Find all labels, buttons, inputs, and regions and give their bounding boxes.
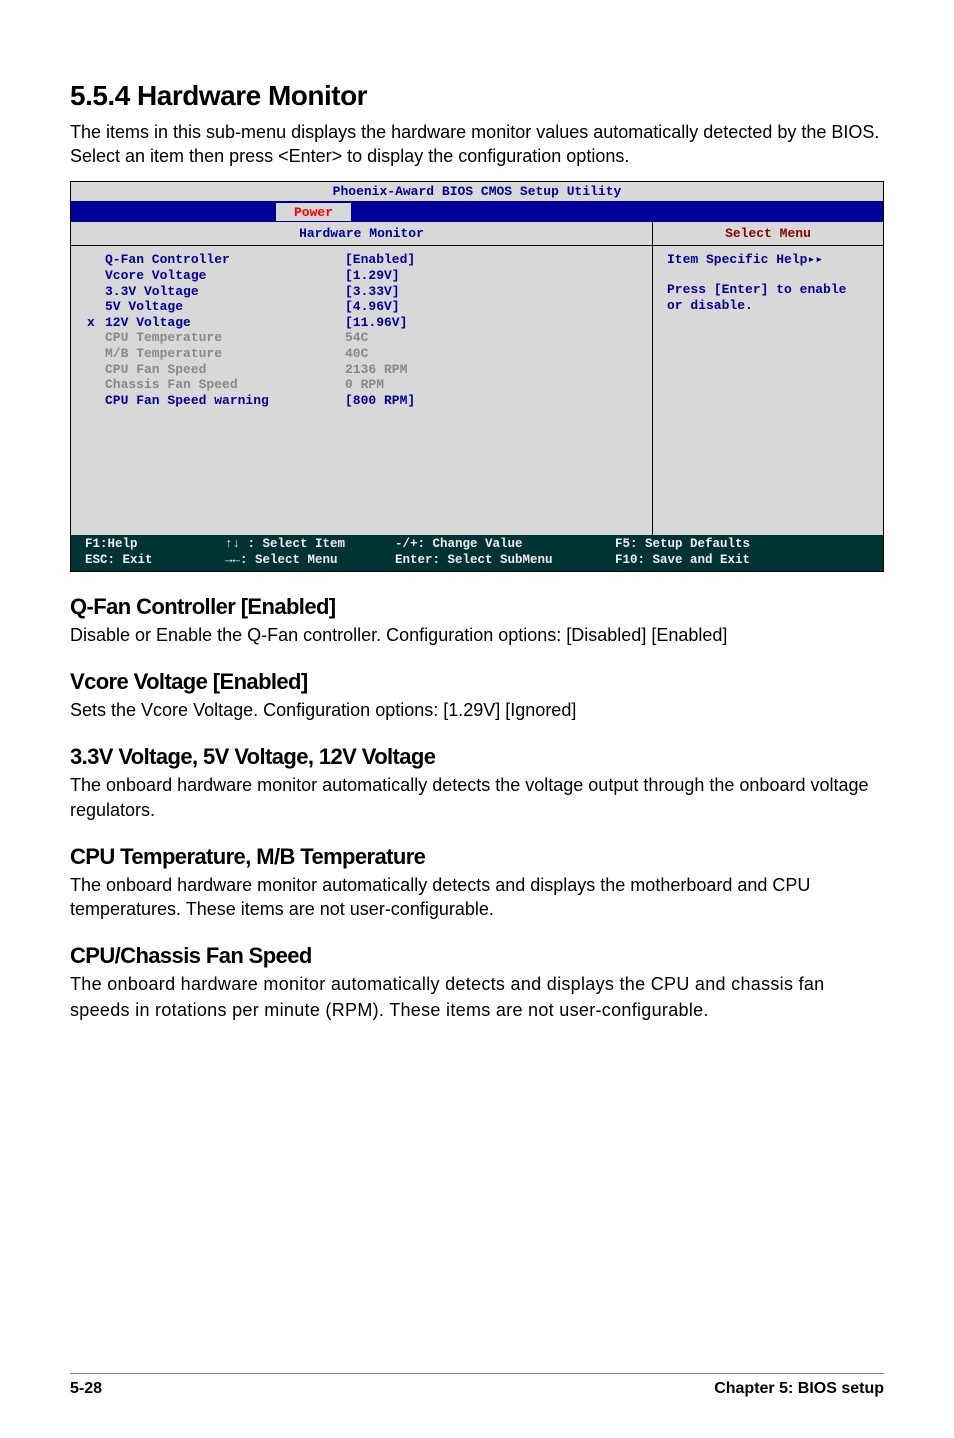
row-value: 2136 RPM [345,362,407,378]
menubar-tab-power[interactable]: Power [276,203,351,221]
bios-item-row[interactable]: M/B Temperature40C [87,346,642,362]
subsection-body: Disable or Enable the Q-Fan controller. … [70,623,884,647]
page-number: 5-28 [70,1380,102,1398]
row-value: [11.96V] [345,315,407,331]
subsection-heading: Vcore Voltage [Enabled] [70,669,884,695]
help-line1-text: Item Specific Help [667,252,807,267]
bios-item-row[interactable]: 3.3V Voltage[3.33V] [87,284,642,300]
subsection-body: The onboard hardware monitor automatical… [70,972,884,1022]
footer-save-exit: F10: Save and Exit [615,553,869,569]
footer-select-item: ↑↓ : Select Item [225,537,395,553]
chapter-label: Chapter 5: BIOS setup [714,1380,884,1398]
footer-enter-submenu: Enter: Select SubMenu [395,553,615,569]
subsection-heading: 3.3V Voltage, 5V Voltage, 12V Voltage [70,744,884,770]
row-label: Q-Fan Controller [105,252,345,268]
footer-row-2: ESC: Exit →←: Select Menu Enter: Select … [85,553,869,569]
row-marker [87,393,105,409]
row-label: CPU Temperature [105,330,345,346]
bios-item-row[interactable]: x12V Voltage[11.96V] [87,315,642,331]
subsections-container: Q-Fan Controller [Enabled] Disable or Ena… [70,594,884,1023]
row-marker [87,362,105,378]
row-label: Chassis Fan Speed [105,377,345,393]
help-press: Press [667,282,714,297]
bios-item-row[interactable]: 5V Voltage[4.96V] [87,299,642,315]
row-marker: x [87,315,105,331]
subsection-body: Sets the Vcore Voltage. Configuration op… [70,698,884,722]
row-marker [87,268,105,284]
bios-item-row[interactable]: Chassis Fan Speed0 RPM [87,377,642,393]
subsection-heading: Q-Fan Controller [Enabled] [70,594,884,620]
bios-menubar: Power [71,201,883,222]
bios-title: Phoenix-Award BIOS CMOS Setup Utility [71,182,883,202]
help-key: [Enter] [714,282,769,297]
row-value: 54C [345,330,368,346]
bios-item-row[interactable]: CPU Fan Speed warning[800 RPM] [87,393,642,409]
subsection-body: The onboard hardware monitor automatical… [70,773,884,822]
row-marker [87,346,105,362]
page-footer: 5-28 Chapter 5: BIOS setup [70,1373,884,1398]
row-marker [87,252,105,268]
row-value: 40C [345,346,368,362]
footer-esc-exit: ESC: Exit [85,553,225,569]
subsection-body: The onboard hardware monitor automatical… [70,873,884,922]
help-mid: to [768,282,799,297]
row-value: [3.33V] [345,284,400,300]
row-value: [Enabled] [345,252,415,268]
row-marker [87,299,105,315]
row-label: M/B Temperature [105,346,345,362]
panel-title-right: Select Menu [653,222,883,246]
row-label: CPU Fan Speed [105,362,345,378]
row-label: 12V Voltage [105,315,345,331]
row-label: CPU Fan Speed warning [105,393,345,409]
bios-left-panel: Q-Fan Controller[Enabled]Vcore Voltage[1… [71,245,653,535]
arrows-icon: ▸▸ [807,252,823,267]
row-value: [1.29V] [345,268,400,284]
bios-item-row[interactable]: Q-Fan Controller[Enabled] [87,252,642,268]
row-label: Vcore Voltage [105,268,345,284]
subsection-heading: CPU/Chassis Fan Speed [70,943,884,969]
menubar-spacer [71,203,276,221]
bios-item-row[interactable]: CPU Fan Speed2136 RPM [87,362,642,378]
footer-select-menu: →←: Select Menu [225,553,395,569]
row-marker [87,377,105,393]
bios-footer: F1:Help ↑↓ : Select Item -/+: Change Val… [71,535,883,570]
footer-row-1: F1:Help ↑↓ : Select Item -/+: Change Val… [85,537,869,553]
bios-help-panel: Item Specific Help▸▸ Press [Enter] to en… [653,245,883,535]
help-line2: Press [Enter] to enable or disable. [667,282,869,313]
row-label: 3.3V Voltage [105,284,345,300]
page-footer-line: 5-28 Chapter 5: BIOS setup [70,1373,884,1398]
footer-f1help: F1:Help [85,537,225,553]
help-spacer [667,268,869,282]
bios-item-row[interactable]: CPU Temperature54C [87,330,642,346]
bios-subheader: Hardware Monitor Select Menu [71,222,883,246]
footer-setup-defaults: F5: Setup Defaults [615,537,869,553]
panel-title-left: Hardware Monitor [71,222,653,246]
bios-body: Q-Fan Controller[Enabled]Vcore Voltage[1… [71,245,883,535]
row-label: 5V Voltage [105,299,345,315]
row-marker [87,284,105,300]
section-intro: The items in this sub-menu displays the … [70,120,884,169]
menubar-rest [351,203,883,221]
bios-item-row[interactable]: Vcore Voltage[1.29V] [87,268,642,284]
bios-window: Phoenix-Award BIOS CMOS Setup Utility Po… [70,181,884,572]
subsection-heading: CPU Temperature, M/B Temperature [70,844,884,870]
help-line1: Item Specific Help▸▸ [667,252,869,268]
footer-change-value: -/+: Change Value [395,537,615,553]
row-value: [4.96V] [345,299,400,315]
row-marker [87,330,105,346]
row-value: 0 RPM [345,377,384,393]
section-heading: 5.5.4 Hardware Monitor [70,80,884,112]
row-value: [800 RPM] [345,393,415,409]
